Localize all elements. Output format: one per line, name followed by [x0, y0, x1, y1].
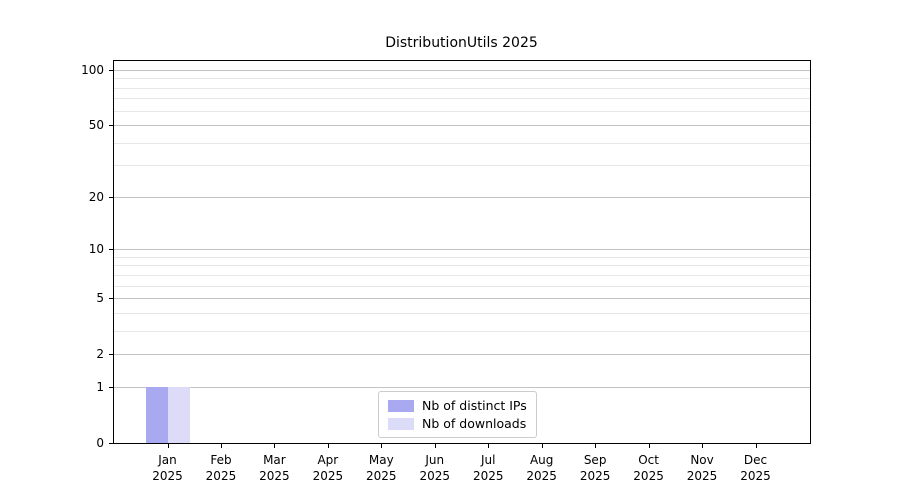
gridline-minor: [114, 110, 810, 112]
x-axis-tick-label: Jul 2025: [448, 452, 528, 484]
y-axis-tick-label: 1: [96, 379, 104, 394]
legend-item-downloads: Nb of downloads: [388, 416, 527, 431]
x-tick-year: 2025: [686, 469, 718, 483]
y-axis-tick: [109, 125, 113, 127]
x-axis-tick-label: Jun 2025: [395, 452, 475, 484]
x-tick-month: Sep: [583, 453, 607, 467]
x-tick-month: Oct: [638, 453, 659, 467]
x-tick-month: Jun: [425, 453, 445, 467]
x-tick-month: Mar: [263, 453, 286, 467]
x-tick-year: 2025: [633, 469, 664, 483]
y-axis-tick-label: 5: [96, 291, 104, 306]
y-axis-tick: [109, 249, 113, 251]
y-axis-tick-label: 0: [96, 436, 104, 450]
x-axis-tick-label: May 2025: [341, 452, 421, 484]
y-axis-tick-label: 10: [88, 242, 104, 257]
plot-frame: [113, 60, 811, 444]
x-tick-month: Jul: [480, 453, 496, 467]
legend-label-downloads: Nb of downloads: [422, 416, 527, 431]
x-tick-year: 2025: [205, 469, 237, 483]
x-tick-year: 2025: [579, 469, 611, 483]
gridline-minor: [114, 285, 810, 287]
x-axis-tick-label: Jan 2025: [128, 452, 208, 484]
x-axis-tick: [755, 444, 757, 448]
y-axis-tick-label: 50: [88, 118, 104, 133]
legend-swatch-distinct-ips-icon: [388, 399, 414, 412]
gridline-major: [114, 249, 810, 251]
x-axis-tick-label: Apr 2025: [288, 452, 368, 484]
gridline-minor: [114, 165, 810, 167]
y-axis-tick: [109, 443, 113, 444]
gridline-major: [114, 354, 810, 356]
y-axis-tick: [109, 69, 113, 71]
gridline-major: [114, 386, 810, 388]
x-tick-year: 2025: [740, 469, 771, 483]
x-axis-tick: [595, 444, 597, 448]
gridline-major: [114, 298, 810, 300]
x-axis-tick: [488, 444, 490, 448]
x-axis-tick: [327, 444, 329, 448]
legend: Nb of distinct IPs Nb of downloads: [378, 391, 537, 438]
x-tick-month: Dec: [743, 453, 768, 467]
x-tick-month: Aug: [529, 453, 554, 467]
chart-title: DistributionUtils 2025: [385, 35, 538, 51]
y-axis-tick: [109, 196, 113, 198]
y-axis-tick: [109, 298, 113, 300]
y-axis-tick-label: 20: [88, 189, 104, 204]
gridline-minor: [114, 78, 810, 80]
x-axis-tick-label: Oct 2025: [609, 452, 689, 484]
gridline-minor: [114, 265, 810, 267]
gridline-minor: [114, 87, 810, 89]
x-axis-tick-label: Sep 2025: [555, 452, 635, 484]
legend-swatch-downloads-icon: [388, 417, 414, 430]
gridline-minor: [114, 274, 810, 276]
gridline-minor: [114, 98, 810, 100]
x-axis-tick: [167, 444, 169, 448]
y-axis-tick-label: 2: [96, 347, 104, 362]
y-axis-tick: [109, 386, 113, 388]
gridline-major: [114, 196, 810, 198]
x-axis-tick: [274, 444, 276, 448]
legend-label-distinct-ips: Nb of distinct IPs: [422, 398, 527, 413]
x-axis-tick-label: Aug 2025: [502, 452, 582, 484]
x-axis-tick: [434, 444, 436, 448]
x-tick-month: Apr: [317, 453, 339, 467]
x-axis-tick: [702, 444, 704, 448]
x-axis-tick-label: Feb 2025: [181, 452, 261, 484]
gridline-minor: [114, 330, 810, 332]
x-tick-month: Feb: [210, 453, 232, 467]
y-axis-tick: [109, 354, 113, 356]
x-tick-year: 2025: [366, 469, 397, 483]
x-tick-year: 2025: [472, 469, 504, 483]
x-tick-year: 2025: [419, 469, 451, 483]
x-tick-year: 2025: [312, 469, 344, 483]
gridline-minor: [114, 142, 810, 144]
gridline-minor: [114, 312, 810, 314]
gridline-minor: [114, 256, 810, 258]
x-tick-month: Nov: [690, 453, 714, 467]
y-axis-tick-label: 100: [81, 62, 104, 77]
x-tick-year: 2025: [259, 469, 290, 483]
x-axis-tick: [648, 444, 650, 448]
x-axis-tick-label: Dec 2025: [716, 452, 796, 484]
gridline-major: [114, 125, 810, 127]
bar-downloads-jan-2025: [167, 386, 190, 443]
gridline-major: [114, 69, 810, 71]
x-axis-tick: [381, 444, 383, 448]
bar-distinct-ips-jan-2025: [145, 386, 168, 443]
legend-item-distinct-ips: Nb of distinct IPs: [388, 398, 527, 413]
x-tick-year: 2025: [152, 469, 183, 483]
x-tick-month: Jan: [158, 453, 177, 467]
x-axis-tick: [220, 444, 222, 448]
x-tick-year: 2025: [526, 469, 557, 483]
x-axis-tick: [541, 444, 543, 448]
x-axis-tick-label: Mar 2025: [234, 452, 314, 484]
x-axis-tick-label: Nov 2025: [662, 452, 742, 484]
x-tick-month: May: [368, 453, 394, 467]
